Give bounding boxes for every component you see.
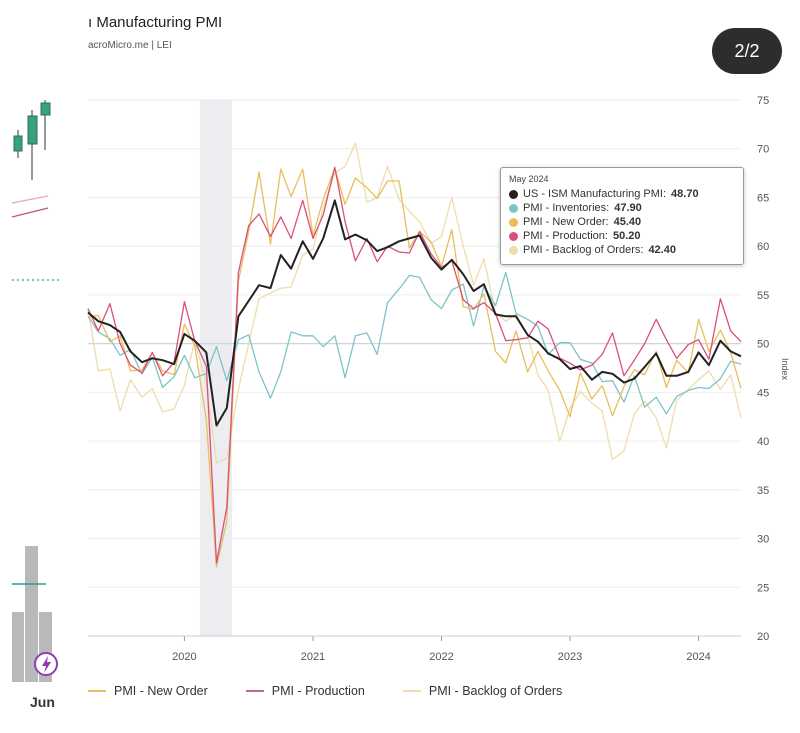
tooltip-row-ism: US - ISM Manufacturing PMI: 48.70: [509, 187, 735, 201]
y-axis-label: Index: [780, 358, 790, 381]
chart-title: ı Manufacturing PMI: [88, 14, 223, 31]
legend-label: PMI - New Order: [114, 684, 208, 698]
legend-label: PMI - Production: [271, 684, 365, 698]
tooltip-value: 45.40: [613, 216, 642, 228]
axes: 20 25 30 35 40 45 50 55 60 65 70 75 2020 2021 2022 2023…: [88, 95, 790, 663]
tooltip-label: PMI - New Order:: [523, 216, 609, 228]
legend-item-backlog[interactable]: PMI - Backlog of Orders: [402, 684, 563, 698]
chart-source: acroMicro.me | LEI: [88, 40, 172, 51]
side-month-label: Jun: [30, 694, 55, 710]
series-dot-icon: [509, 231, 518, 241]
legend-swatch: [88, 690, 106, 692]
candlestick: [40, 102, 51, 116]
series-line-us-ism-manufacturing-pmi: [87, 199, 742, 427]
tooltip-value: 50.20: [612, 230, 641, 242]
tooltip-label: PMI - Production:: [523, 230, 608, 242]
hover-tooltip: May 2024 US - ISM Manufacturing PMI: 48.…: [500, 167, 744, 265]
series-dot-icon: [509, 203, 518, 213]
tooltip-date: May 2024: [509, 174, 549, 184]
tooltip-label: PMI - Backlog of Orders:: [523, 244, 644, 256]
series-lines: [87, 142, 742, 568]
volume-bar: [25, 546, 38, 682]
y-tick-label: 45: [757, 387, 769, 399]
x-tick-label: 2024: [686, 651, 710, 663]
y-tick-label: 20: [757, 631, 769, 643]
series-line-pmi-backlog-of-orders: [87, 142, 742, 464]
legend-label: PMI - Backlog of Orders: [428, 684, 563, 698]
y-tick-label: 30: [757, 534, 769, 546]
y-tick-label: 40: [757, 436, 769, 448]
y-tick-label: 65: [757, 192, 769, 204]
tooltip-label: PMI - Inventories:: [523, 202, 610, 214]
tooltip-value: 42.40: [648, 244, 676, 256]
chart-legend: PMI - New Order PMI - Production PMI - B…: [88, 684, 562, 698]
tooltip-value: 48.70: [671, 188, 699, 200]
series-line-pmi-new-order: [87, 167, 742, 568]
page-indicator-badge[interactable]: 2/2: [712, 28, 782, 74]
series-dot-icon: [509, 189, 518, 199]
tooltip-row-inventories: PMI - Inventories: 47.90: [509, 201, 735, 215]
adjacent-panel-fragment: [11, 100, 62, 682]
tooltip-row-new-order: PMI - New Order: 45.40: [509, 215, 735, 229]
x-tick-label: 2020: [172, 651, 196, 663]
legend-item-production[interactable]: PMI - Production: [245, 684, 365, 698]
x-tick-label: 2022: [429, 651, 453, 663]
y-tick-label: 35: [757, 485, 769, 497]
legend-swatch: [245, 690, 264, 692]
y-tick-label: 50: [757, 339, 769, 351]
y-tick-label: 25: [757, 582, 769, 594]
volume-bar: [12, 612, 24, 682]
trend-line: [11, 207, 49, 218]
legend-swatch: [402, 690, 421, 692]
candlestick: [13, 135, 23, 152]
y-tick-label: 55: [757, 290, 769, 302]
legend-item-new-order[interactable]: PMI - New Order: [88, 684, 208, 698]
y-tick-label: 60: [757, 241, 769, 253]
series-dot-icon: [509, 245, 518, 255]
series-line-pmi-production: [87, 166, 742, 564]
y-tick-label: 75: [757, 95, 769, 107]
tooltip-row-backlog: PMI - Backlog of Orders: 42.40: [509, 243, 735, 257]
lightning-icon-glyph: [42, 656, 51, 673]
candlestick: [27, 115, 38, 145]
y-tick-label: 70: [757, 144, 769, 156]
x-tick-label: 2023: [558, 651, 582, 663]
tooltip-row-production: PMI - Production: 50.20: [509, 229, 735, 243]
tooltip-value: 47.90: [614, 202, 642, 214]
trend-line: [11, 195, 49, 204]
series-dot-icon: [509, 217, 518, 227]
tooltip-label: US - ISM Manufacturing PMI:: [523, 188, 667, 200]
x-tick-label: 2021: [301, 651, 325, 663]
